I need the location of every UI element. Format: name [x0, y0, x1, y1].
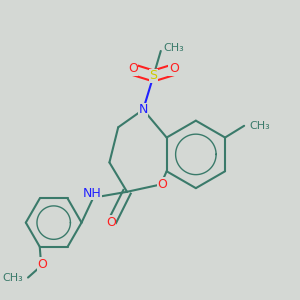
Text: O: O: [106, 216, 116, 229]
Text: S: S: [149, 69, 158, 82]
Text: N: N: [139, 103, 148, 116]
Text: O: O: [128, 62, 138, 75]
Text: CH₃: CH₃: [164, 43, 184, 53]
Text: CH₃: CH₃: [3, 273, 24, 283]
Text: O: O: [157, 178, 167, 191]
Text: CH₃: CH₃: [249, 121, 270, 131]
Text: O: O: [169, 62, 179, 75]
Text: O: O: [38, 258, 48, 271]
Text: NH: NH: [82, 187, 101, 200]
